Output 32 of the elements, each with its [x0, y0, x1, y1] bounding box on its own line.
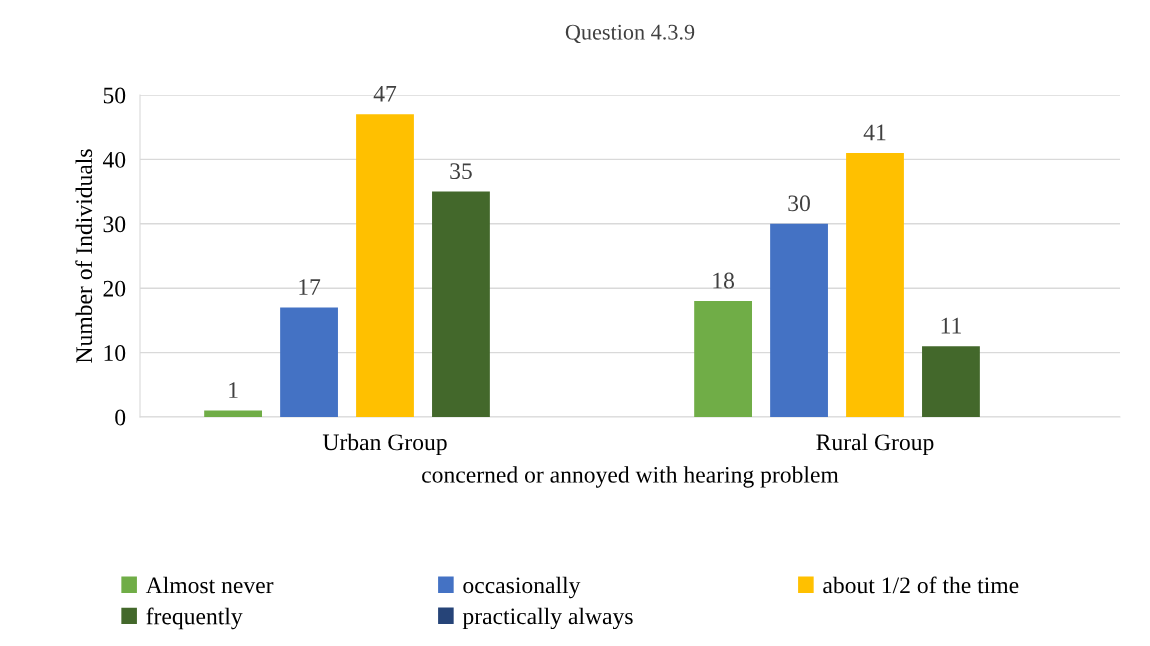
- y-tick-label: 0: [115, 409, 126, 426]
- data-label: 30: [788, 195, 810, 212]
- legend-label: Almost never: [145, 576, 274, 594]
- x-axis-title: concerned or annoyed with hearing problem: [422, 466, 839, 488]
- bar: [770, 223, 828, 417]
- y-tick-label: 30: [103, 216, 126, 233]
- data-label: 1: [229, 382, 238, 398]
- data-label: 35: [450, 163, 472, 180]
- bar: [922, 346, 980, 417]
- bar: [694, 301, 753, 417]
- data-label: 17: [299, 279, 321, 295]
- data-label: 47: [373, 86, 397, 102]
- data-label: 11: [941, 317, 961, 334]
- y-tick-label: 50: [103, 87, 126, 104]
- y-tick-label: 40: [102, 151, 126, 168]
- data-label: 18: [713, 272, 735, 289]
- legend-label: practically always: [462, 607, 633, 630]
- bar: [280, 307, 338, 417]
- x-tick-label: Rural Group: [816, 433, 934, 456]
- bar: [432, 191, 490, 417]
- legend-label: about 1/2 of the time: [823, 576, 1019, 594]
- y-tick-label: 10: [104, 345, 126, 362]
- data-label: 41: [863, 124, 886, 141]
- x-tick-label: Urban Group: [322, 433, 447, 456]
- chart-title: Question 4.3.9: [565, 24, 695, 44]
- bar: [204, 410, 263, 417]
- legend-label: occasionally: [463, 576, 581, 599]
- bar: [846, 152, 904, 417]
- legend-label: frequently: [146, 607, 243, 630]
- y-tick-label: 20: [103, 280, 126, 297]
- y-axis-title: Number of Individuals: [75, 149, 93, 363]
- bar: [356, 114, 414, 417]
